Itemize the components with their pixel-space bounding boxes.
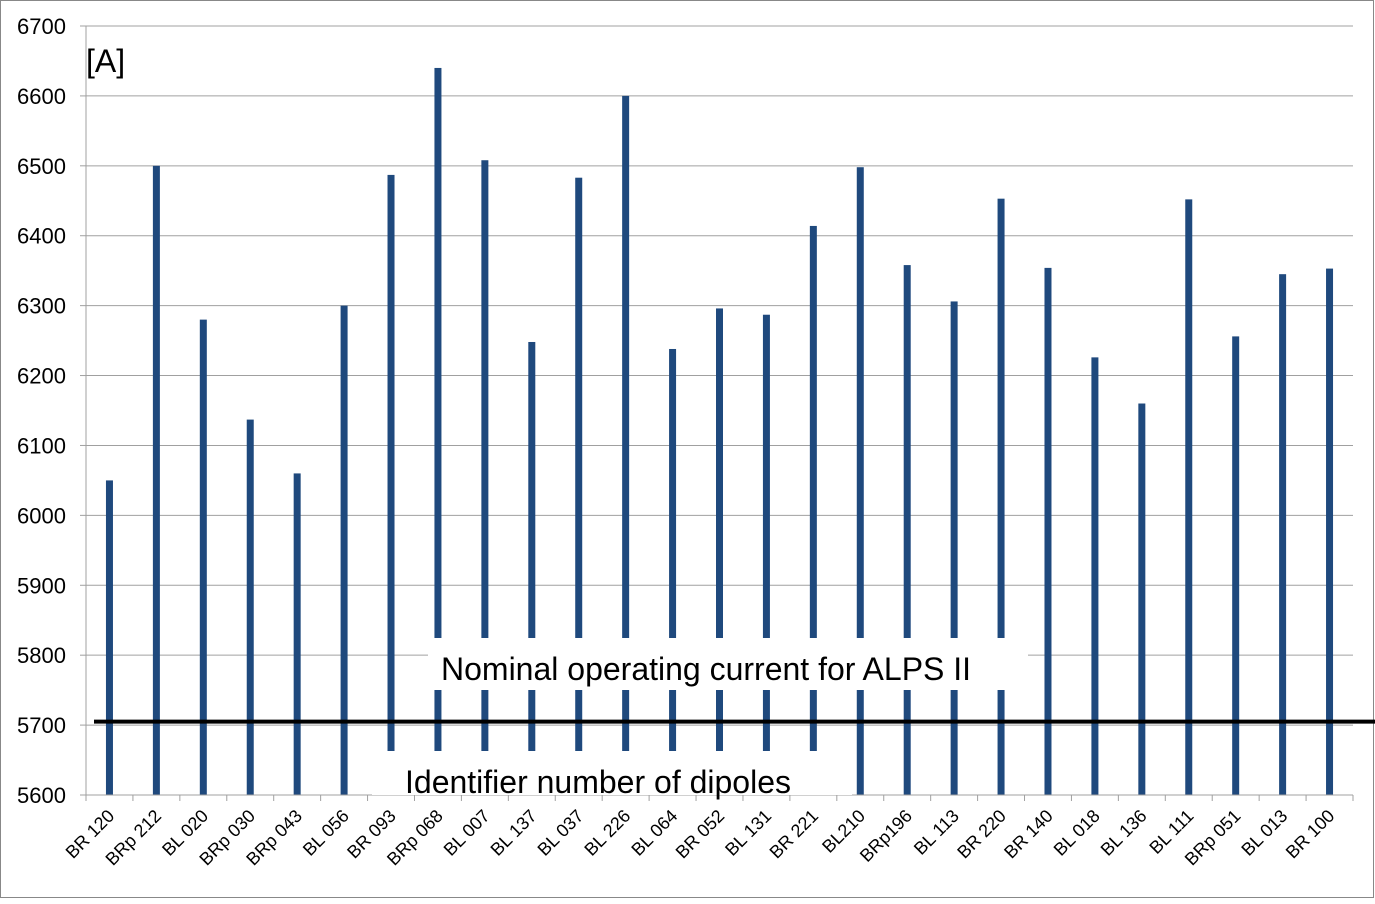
- bar: [575, 177, 583, 795]
- reference-label: Nominal operating current for ALPS II: [441, 651, 971, 687]
- y-tick-label: 6500: [17, 154, 66, 179]
- bar: [762, 314, 770, 795]
- y-tick-label: 6200: [17, 364, 66, 389]
- y-tick-label: 5600: [17, 783, 66, 808]
- bar: [246, 419, 254, 795]
- y-tick-label: 5800: [17, 643, 66, 668]
- bar: [1326, 268, 1334, 795]
- bar: [622, 95, 630, 796]
- bar: [1091, 357, 1099, 795]
- y-tick-label: 5700: [17, 713, 66, 738]
- bar: [293, 473, 301, 795]
- y-tick-label: 6700: [17, 14, 66, 39]
- bar: [340, 305, 348, 795]
- bar: [528, 341, 536, 795]
- y-tick-label: 6000: [17, 503, 66, 528]
- bar: [434, 67, 442, 796]
- x-axis-label-background: [372, 751, 852, 795]
- bar: [1232, 336, 1240, 795]
- y-tick-labels: 5600 5700 5800 5900 6000 6100 6200 6300 6400 6500…: [17, 14, 66, 808]
- bar: [1185, 199, 1193, 796]
- bar: [105, 480, 113, 795]
- bars: [105, 67, 1334, 796]
- bar: [199, 319, 207, 795]
- reference-label-background: [428, 638, 1028, 690]
- y-tick-label: 6300: [17, 294, 66, 319]
- y-tick-label: 5900: [17, 573, 66, 598]
- y-tick-label: 6400: [17, 224, 66, 249]
- bar: [1279, 274, 1287, 796]
- bar: [809, 225, 817, 795]
- x-axis-label: Identifier number of dipoles: [405, 764, 791, 800]
- y-tick-label: 6100: [17, 433, 66, 458]
- y-axis-label: [A]: [86, 43, 125, 79]
- bar: [1138, 403, 1146, 795]
- bar: [387, 174, 395, 795]
- bar: [669, 348, 677, 795]
- bar: [903, 265, 911, 795]
- bar: [1044, 267, 1052, 795]
- y-tick-label: 6600: [17, 84, 66, 109]
- bar: [856, 167, 864, 795]
- bar: [152, 165, 160, 795]
- bar: [716, 308, 723, 795]
- bar: [997, 198, 1005, 795]
- bar: [950, 301, 958, 795]
- bar: [481, 160, 489, 795]
- annotations: Identifier number of dipoles Nominal oper…: [94, 638, 1375, 800]
